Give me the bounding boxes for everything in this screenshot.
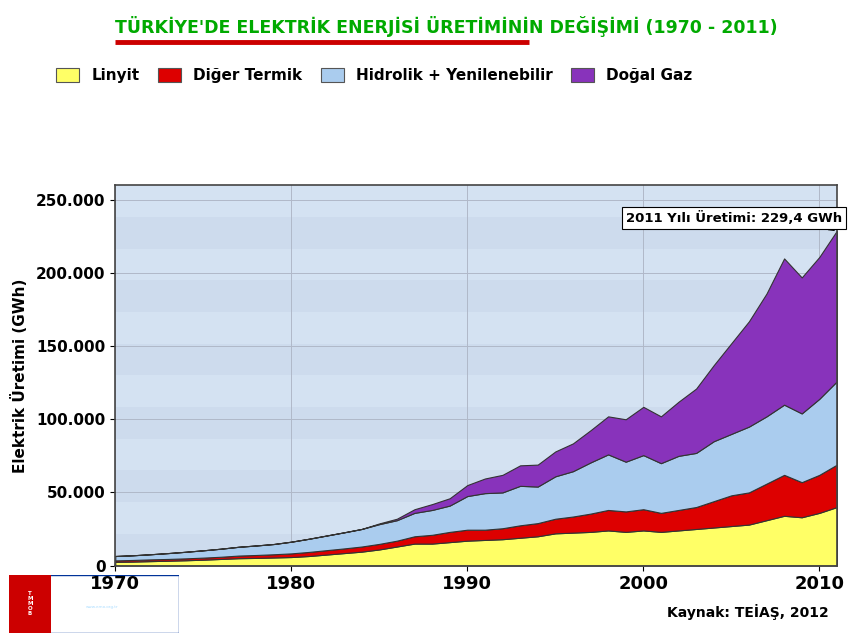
Bar — [115, 407, 836, 439]
Text: 2011 Yılı Üretimi: 229,4 GWh: 2011 Yılı Üretimi: 229,4 GWh — [625, 211, 841, 230]
Bar — [115, 534, 836, 566]
Y-axis label: Elektrik Üretimi (GWh): Elektrik Üretimi (GWh) — [11, 278, 27, 473]
Text: TÜRKİYE'DE ELEKTRİK ENERJİSİ ÜRETİMİNİN DEĞİŞİMİ (1970 - 2011): TÜRKİYE'DE ELEKTRİK ENERJİSİ ÜRETİMİNİN … — [115, 16, 777, 37]
Bar — [115, 249, 836, 281]
Bar — [9, 575, 51, 633]
Text: Kaynak: TEİAŞ, 2012: Kaynak: TEİAŞ, 2012 — [666, 604, 827, 620]
Bar — [115, 376, 836, 407]
Bar — [115, 470, 836, 502]
Bar — [115, 185, 836, 217]
Bar — [115, 217, 836, 249]
Bar — [115, 439, 836, 470]
Legend: Linyit, Diğer Termik, Hidrolik + Yenilenebilir, Doğal Gaz: Linyit, Diğer Termik, Hidrolik + Yenilen… — [50, 62, 698, 89]
Bar — [115, 312, 836, 344]
Text: www.emo.org.tr: www.emo.org.tr — [86, 604, 119, 609]
Bar — [115, 344, 836, 376]
Bar — [115, 502, 836, 534]
Bar — [115, 281, 836, 312]
Text: T
M
M
O
B: T M M O B — [27, 591, 32, 617]
Text: ELEKTRİK MÜHENDİSLERİ ODASI: ELEKTRİK MÜHENDİSLERİ ODASI — [58, 590, 147, 595]
